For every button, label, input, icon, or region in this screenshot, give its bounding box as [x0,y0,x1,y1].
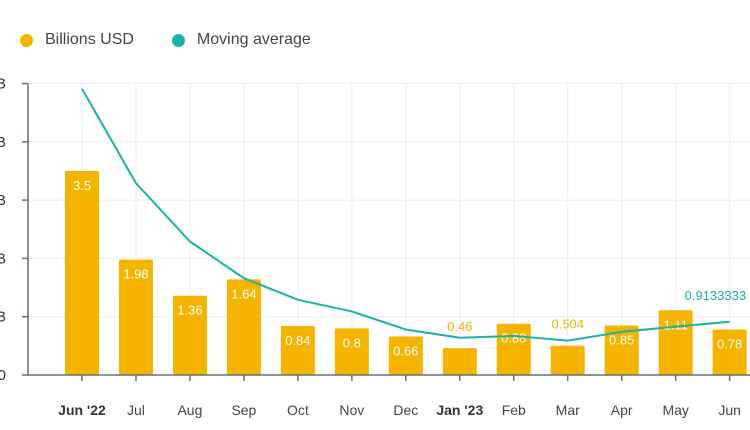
legend-dot-moving-average [171,33,185,47]
moving-average-end-label: 0.9133333 [685,288,746,303]
bar [226,279,261,375]
y-tick-label: 0 [0,367,6,384]
legend: Billions USD Moving average [20,31,311,49]
bar-label: 0.66 [393,344,418,359]
x-tick-label: Mar [556,402,580,418]
moving-average-line [81,88,730,342]
x-tick-label: Nov [339,402,364,418]
y-tick-label: 2B [0,250,6,267]
bar [118,259,153,375]
bar [442,348,477,375]
bar-label: 1.64 [231,286,256,301]
bar-label: 0.88 [501,331,526,346]
bar-label: 0.46 [447,319,472,334]
x-tick-label: May [662,402,688,418]
bar-label: 0.85 [609,332,634,347]
x-tick-label: Jan '23 [436,402,483,418]
bar-label: 3.5 [73,178,91,193]
x-tick-label: Jun [718,402,741,418]
y-tick-label: 1B [0,309,6,326]
bar [712,329,747,375]
legend-item-billions[interactable]: Billions USD [20,31,134,49]
x-tick-label: Sep [231,402,256,418]
bar-label: 0.504 [551,317,584,332]
y-tick-label: 5B [0,76,6,93]
bar-label: 1.36 [177,303,202,318]
x-tick-label: Aug [177,402,202,418]
bar [280,326,315,375]
y-tick-label: 4B [0,134,6,151]
bar [604,325,639,375]
bar-label: 1.11 [663,317,687,332]
bar [65,170,99,375]
bar [334,328,369,375]
bar-label: 0.8 [343,335,361,350]
bar [388,336,423,375]
legend-item-moving-average[interactable]: Moving average [171,31,311,49]
bar-label: 0.78 [717,337,742,352]
bar [550,345,585,375]
x-tick-label: Oct [287,402,309,418]
bar [172,295,207,375]
x-tick-label: Dec [393,402,418,418]
bar-label: 1.98 [123,267,148,282]
x-tick-label: Jun '22 [58,402,106,418]
x-tick-label: Feb [502,402,526,418]
x-tick-label: Apr [611,402,633,418]
legend-dot-billions [20,33,33,47]
y-tick-label: 3B [0,192,6,209]
legend-label: Moving average [196,31,311,48]
bar-label: 0.84 [285,333,310,348]
x-tick-label: Jul [127,402,145,418]
legend-label: Billions USD [45,31,134,48]
